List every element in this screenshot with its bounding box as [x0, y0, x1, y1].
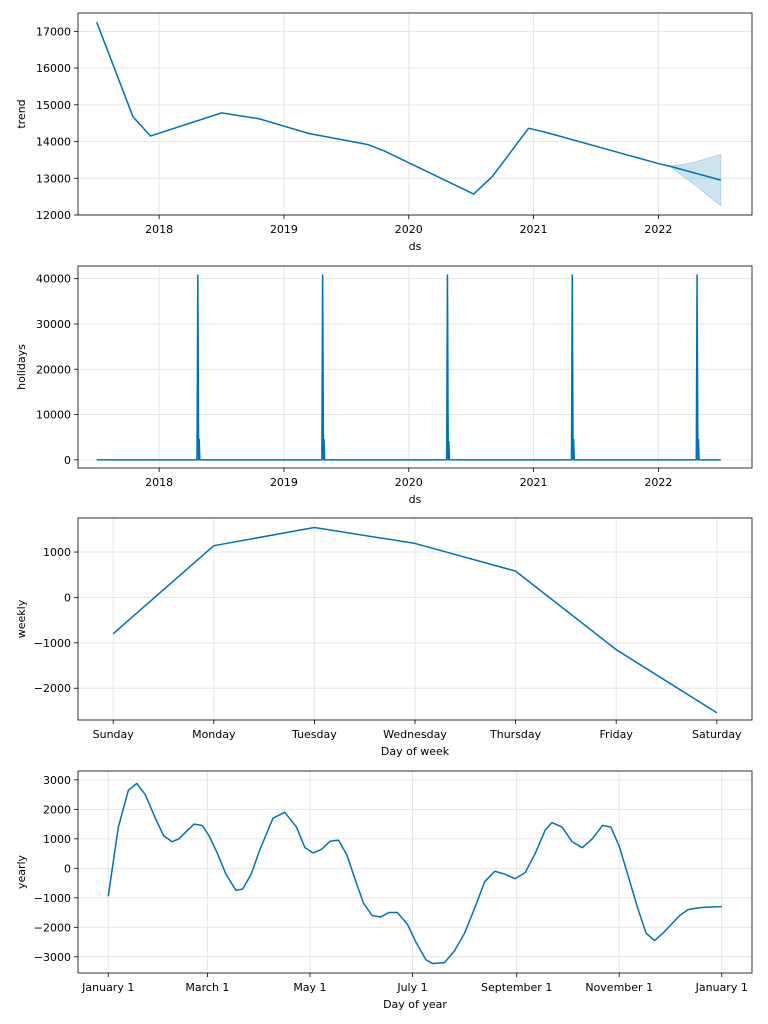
trend-ytick-label: 14000 [36, 136, 71, 149]
trend-y-axis-label: trend [15, 99, 28, 128]
weekly-y-axis-label: weekly [15, 599, 28, 638]
holidays-panel: 2018 2019 2020 2021 2022 0 10000 20000 30000 4000… [15, 265, 753, 506]
holidays-grid [78, 266, 752, 468]
weekly-panel: Sunday Monday Tuesday Wednesday Thursday Frid… [15, 517, 753, 758]
weekly-ytick-label: −1000 [34, 637, 71, 650]
weekly-ytick-label: 1000 [43, 546, 71, 559]
trend-ytick-label: 16000 [36, 62, 71, 75]
trend-xtick-label: 2019 [270, 223, 298, 236]
trend-series-line [96, 21, 721, 195]
trend-grid [78, 13, 752, 216]
trend-xtick-label: 2020 [395, 223, 423, 236]
trend-xtick-label: 2021 [520, 223, 548, 236]
weekly-xtick-label: Thursday [489, 728, 542, 741]
holidays-plot-frame [77, 265, 753, 469]
holidays-ytick-label: 20000 [36, 363, 71, 376]
yearly-series-line [107, 782, 722, 965]
yearly-xtick-label: May 1 [293, 981, 326, 994]
holidays-y-axis-label: holidays [15, 344, 28, 390]
yearly-xtick-label: March 1 [185, 981, 229, 994]
trend-x-axis-label: ds [409, 240, 422, 253]
yearly-grid [78, 771, 752, 973]
yearly-xtick-label: September 1 [481, 981, 552, 994]
weekly-xtick-label: Wednesday [383, 728, 447, 741]
trend-panel: 2018 2019 2020 2021 2022 12000 13000 14000 15000… [15, 12, 753, 253]
holidays-xtick-label: 2020 [395, 476, 423, 489]
yearly-ytick-label: −3000 [34, 951, 71, 964]
holidays-xtick-label: 2022 [644, 476, 672, 489]
weekly-series-line [112, 526, 718, 714]
trend-uncertainty-band [670, 153, 722, 207]
yearly-xtick-label: July 1 [396, 981, 427, 994]
yearly-ytick-label: −1000 [34, 892, 71, 905]
weekly-xtick-label: Tuesday [291, 728, 337, 741]
weekly-ytick-label: −2000 [34, 682, 71, 695]
weekly-xtick-label: Sunday [93, 728, 135, 741]
holidays-ytick-label: 10000 [36, 409, 71, 422]
holidays-xtick-label: 2018 [145, 476, 173, 489]
yearly-ytick-label: −2000 [34, 921, 71, 934]
yearly-xtick-label: January 1 [695, 981, 748, 994]
trend-xtick-label: 2018 [145, 223, 173, 236]
trend-plot-frame [77, 12, 753, 216]
trend-ytick-label: 13000 [36, 172, 71, 185]
yearly-xtick-label: January 1 [81, 981, 134, 994]
holidays-xtick-label: 2019 [270, 476, 298, 489]
holidays-ytick-label: 0 [64, 454, 71, 467]
trend-ytick-label: 15000 [36, 99, 71, 112]
trend-xtick-label: 2022 [644, 223, 672, 236]
weekly-ytick-label: 0 [64, 591, 71, 604]
yearly-panel: January 1 March 1 May 1 July 1 September 1 No… [15, 770, 753, 1011]
yearly-ytick-label: 2000 [43, 803, 71, 816]
weekly-xtick-label: Saturday [692, 728, 742, 741]
yearly-x-axis-label: Day of year [383, 998, 447, 1011]
yearly-plot-frame [77, 770, 753, 974]
weekly-xtick-label: Friday [600, 728, 634, 741]
yearly-ytick-label: 1000 [43, 833, 71, 846]
weekly-xtick-label: Monday [192, 728, 236, 741]
yearly-ytick-label: 3000 [43, 774, 71, 787]
yearly-y-axis-label: yearly [15, 854, 28, 889]
weekly-grid [78, 518, 752, 720]
weekly-x-axis-label: Day of week [381, 745, 450, 758]
yearly-xtick-label: November 1 [585, 981, 653, 994]
trend-ytick-label: 12000 [36, 209, 71, 222]
yearly-ytick-label: 0 [64, 862, 71, 875]
holidays-series-line [96, 274, 721, 461]
holidays-xtick-label: 2021 [520, 476, 548, 489]
trend-ytick-label: 17000 [36, 25, 71, 38]
holidays-ytick-label: 30000 [36, 318, 71, 331]
holidays-ytick-label: 40000 [36, 273, 71, 286]
holidays-x-axis-label: ds [409, 493, 422, 506]
